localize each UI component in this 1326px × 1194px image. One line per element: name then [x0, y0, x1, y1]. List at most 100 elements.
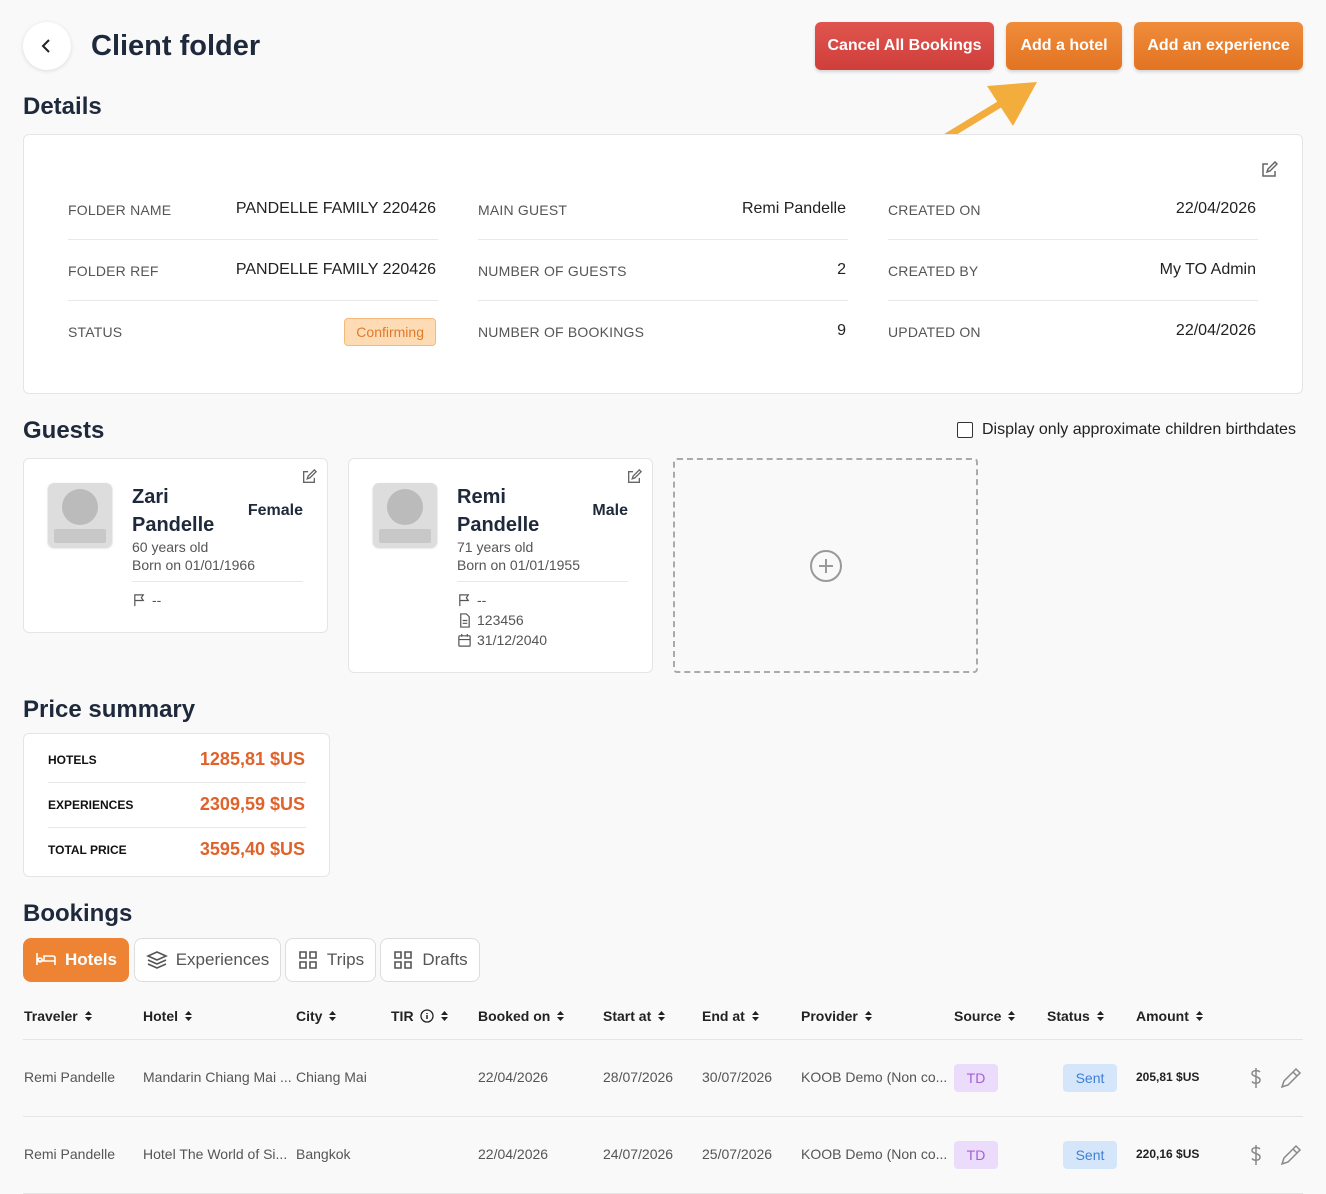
cell-city: Bangkok	[296, 1146, 351, 1162]
column-header[interactable]: Source	[954, 1008, 1016, 1024]
column-header-text: TIR	[391, 1008, 414, 1024]
price-label: TOTAL PRICE	[48, 843, 127, 857]
sort-icon	[1096, 1011, 1104, 1021]
source-badge: TD	[954, 1141, 998, 1169]
field-value: 2	[837, 261, 846, 278]
guest-card: Zari Pandelle Female 60 years old Born on 01…	[23, 458, 328, 633]
field-value: My TO Admin	[1159, 261, 1256, 278]
guest-document-text: 123456	[477, 612, 524, 628]
sort-icon	[864, 1011, 872, 1021]
checkbox-label: Display only approximate children birthd…	[982, 421, 1296, 438]
info-icon	[419, 1009, 434, 1023]
avatar-head	[62, 489, 98, 525]
price-icon[interactable]	[1251, 1068, 1261, 1088]
cell-hotel: Hotel The World of Si...	[143, 1146, 288, 1162]
source-badge: TD	[954, 1064, 998, 1092]
booking-tab[interactable]: Drafts	[380, 938, 480, 982]
back-button[interactable]	[23, 22, 71, 70]
cell-city: Chiang Mai	[296, 1069, 367, 1085]
edit-icon[interactable]	[1280, 1144, 1302, 1166]
column-header[interactable]: City	[296, 1008, 337, 1024]
price-label: EXPERIENCES	[48, 798, 134, 812]
price-label: HOTELS	[48, 753, 97, 767]
cell-provider: KOOB Demo (Non co...	[801, 1146, 948, 1162]
column-header[interactable]: TIR	[391, 1008, 449, 1024]
edit-icon[interactable]	[301, 469, 317, 485]
divider	[888, 239, 1258, 240]
row-actions	[1251, 1144, 1302, 1166]
column-header-text: Provider	[801, 1008, 858, 1024]
tab-icon	[36, 953, 56, 965]
field-label: CREATED BY	[888, 263, 979, 279]
booking-tab[interactable]: Experiences	[134, 938, 281, 982]
column-header[interactable]: Traveler	[24, 1008, 93, 1024]
column-header[interactable]: Provider	[801, 1008, 873, 1024]
add-guest[interactable]	[673, 458, 978, 673]
price-value: 2309,59 $US	[199, 794, 305, 814]
column-header-text: Start at	[603, 1008, 652, 1024]
edit-icon[interactable]	[1260, 161, 1278, 179]
guest-nationality-text: --	[152, 592, 162, 608]
edit-icon[interactable]	[1280, 1067, 1302, 1089]
details-card: FOLDER NAME PANDELLE FAMILY 220426 FOLDER …	[23, 134, 1303, 394]
avatar-badge	[54, 529, 106, 543]
status-badge: Sent	[1063, 1064, 1117, 1092]
tab-icon	[394, 951, 413, 969]
column-header-text: End at	[702, 1008, 745, 1024]
column-header[interactable]: Amount	[1136, 1008, 1204, 1024]
checkbox[interactable]	[957, 422, 973, 438]
sort-icon	[329, 1011, 337, 1021]
sort-icon	[1008, 1011, 1016, 1021]
column-header[interactable]: Booked on	[478, 1008, 565, 1024]
cell-end-at: 25/07/2026	[702, 1146, 773, 1162]
avatar-badge	[379, 529, 431, 543]
column-header-text: Status	[1047, 1008, 1090, 1024]
field-label: FOLDER REF	[68, 263, 159, 279]
guest-card: Remi Pandelle Male 71 years old Born on 01/0…	[348, 458, 653, 673]
guest-avatar	[373, 483, 437, 547]
booking-tab[interactable]: Hotels	[23, 938, 129, 982]
birthdate-filter[interactable]: Display only approximate children birthd…	[957, 421, 1296, 439]
price-value: 1285,81 $US	[199, 749, 305, 769]
guest-avatar	[48, 483, 112, 547]
booking-tab[interactable]: Trips	[285, 938, 376, 982]
add-icon	[809, 549, 842, 582]
sort-icon	[658, 1011, 666, 1021]
column-header[interactable]: Status	[1047, 1008, 1105, 1024]
divider	[68, 239, 438, 240]
sort-icon	[751, 1011, 759, 1021]
column-header[interactable]: Start at	[603, 1008, 666, 1024]
column-header-text: City	[296, 1008, 323, 1024]
price-icon[interactable]	[1251, 1145, 1261, 1165]
cell-start-at: 28/07/2026	[603, 1069, 674, 1085]
cancel-all-button[interactable]: Cancel All Bookings	[815, 22, 994, 70]
guest-first-name: Remi	[457, 486, 506, 508]
field-value: PANDELLE FAMILY 220426	[235, 261, 436, 278]
field-label: NUMBER OF GUESTS	[478, 263, 627, 279]
guest-nationality: --	[132, 592, 161, 608]
status-badge: Confirming	[344, 318, 436, 346]
column-header[interactable]: Hotel	[143, 1008, 193, 1024]
tab-label: Experiences	[175, 950, 270, 969]
add-hotel-button[interactable]: Add a hotel	[1006, 22, 1122, 70]
divider	[68, 300, 438, 301]
guest-birth: Born on 01/01/1966	[132, 557, 255, 573]
edit-icon[interactable]	[626, 469, 642, 485]
column-header[interactable]: End at	[702, 1008, 760, 1024]
guest-expiry: 31/12/2040	[457, 632, 547, 648]
cell-start-at: 24/07/2026	[603, 1146, 674, 1162]
field-value: PANDELLE FAMILY 220426	[235, 200, 436, 217]
tab-label: Trips	[326, 950, 365, 969]
doc-icon	[460, 612, 470, 628]
divider	[48, 827, 306, 828]
sort-icon	[557, 1011, 565, 1021]
add-experience-button[interactable]: Add an experience	[1134, 22, 1303, 70]
column-header-text: Amount	[1136, 1008, 1189, 1024]
guest-last-name: Pandelle	[457, 514, 540, 536]
guests-title: Guests	[23, 417, 105, 444]
sort-icon	[1195, 1011, 1203, 1021]
price-summary-title: Price summary	[23, 696, 196, 723]
guest-gender: Female	[247, 502, 303, 519]
field-value: Remi Pandelle	[741, 200, 846, 217]
flag-icon	[459, 593, 470, 606]
